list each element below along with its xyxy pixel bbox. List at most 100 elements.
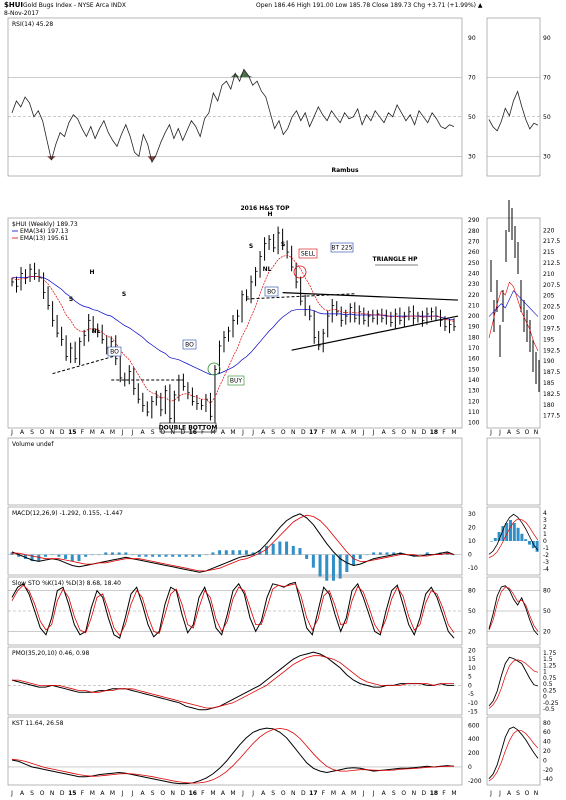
price-ytick: 220	[468, 292, 480, 299]
bo-label-right: BO	[267, 289, 276, 296]
macd-ytick: 10	[468, 538, 476, 545]
price-xtick: A	[341, 429, 346, 436]
kst-panel-inset-frame	[486, 716, 541, 786]
macd-histogram-bar	[177, 554, 181, 557]
price-legend: $HUI (Weekly) 189.73	[12, 221, 78, 228]
bottom-xtick: S	[271, 790, 275, 797]
pmo-inset-signal	[488, 659, 539, 709]
price-ytick: 260	[468, 249, 480, 256]
price-xtick: J	[10, 429, 13, 436]
price-xtick: S	[30, 429, 34, 436]
pmo-ytick: -15	[468, 709, 478, 716]
price-inset-xtick: J	[489, 429, 492, 436]
macd-inset-signal	[488, 518, 539, 559]
macd-signal-line	[12, 514, 455, 572]
ema13-legend: EMA(13) 195.61	[20, 235, 68, 242]
price-inset-ema13	[488, 281, 539, 352]
price-inset-ytick: 187.5	[543, 369, 560, 376]
price-inset-ytick: 212.5	[543, 260, 560, 267]
macd-panel-inset-frame	[486, 506, 541, 576]
price-ytick: 240	[468, 270, 480, 277]
macd-inset-bar	[528, 541, 531, 545]
macd-line	[11, 513, 455, 573]
bottom-xtick: J	[241, 790, 244, 797]
ema13-line	[11, 254, 455, 405]
macd-histogram-bar	[90, 554, 94, 556]
bottom-xtick: 15	[68, 790, 76, 797]
sto-k-line	[11, 581, 455, 639]
bottom-xtick: S	[30, 790, 34, 797]
rsi-overbought-fill	[248, 75, 253, 78]
price-xtick: A	[382, 429, 387, 436]
macd-inset-bar	[512, 523, 516, 541]
macd-histogram-bar	[164, 554, 168, 557]
ema34-legend: EMA(34) 197.13	[20, 228, 68, 235]
macd-histogram-bar	[198, 554, 202, 557]
sto-inset-ytick: 50	[543, 608, 551, 615]
macd-ytick: 20	[468, 524, 476, 531]
macd-histogram-bar	[131, 554, 135, 556]
macd-inset-bar	[493, 538, 497, 541]
price-inset-xtick: S	[516, 429, 520, 436]
rsi-line	[11, 68, 455, 164]
pmo-inset-ytick: 1.5	[543, 656, 553, 663]
price-inset-ytick: 215	[543, 249, 555, 256]
kst-legend: KST 11.64, 26.58	[12, 720, 64, 727]
price-xtick: M	[230, 429, 235, 436]
pmo-inset-line	[488, 656, 539, 707]
price-xtick: F	[322, 429, 326, 436]
kst-inset-ytick: -20	[543, 767, 553, 774]
price-xtick: O	[281, 429, 286, 436]
volume-panel-frame	[7, 437, 463, 506]
sto-inset-ytick: 20	[543, 628, 551, 635]
price-inset-xtick: A	[507, 429, 512, 436]
price-ytick: 230	[468, 281, 480, 288]
bottom-xtick: D	[180, 790, 185, 797]
macd-histogram-bar	[385, 552, 389, 555]
macd-histogram-bar	[37, 554, 41, 562]
price-xtick: N	[50, 429, 55, 436]
bottom-xtick: J	[372, 790, 375, 797]
price-xtick: A	[221, 429, 226, 436]
volume-legend: Volume undef	[12, 441, 54, 448]
rsi-oversold-fill	[47, 156, 52, 161]
price-xtick: 18	[430, 429, 438, 436]
symbol-label: $HUI	[4, 1, 24, 9]
kst-inset-ytick: 60	[543, 729, 551, 736]
price-ytick: 140	[468, 377, 480, 384]
macd-inset-ytick: 3	[543, 517, 547, 524]
kst-inset-line	[488, 726, 539, 779]
bottom-xtick: J	[10, 790, 13, 797]
bottom-xtick: M	[110, 790, 115, 797]
kst-inset-ytick: 40	[543, 739, 551, 746]
bottom-inset-xtick: O	[525, 790, 530, 797]
left-neckline	[52, 353, 121, 375]
price-xtick: D	[301, 429, 306, 436]
macd-panel-frame	[7, 506, 463, 576]
bottom-xtick: A	[141, 790, 146, 797]
pmo-panel-inset-frame	[486, 646, 541, 716]
macd-ytick: 0	[468, 552, 472, 559]
macd-ytick: 30	[468, 511, 476, 518]
macd-histogram-bar	[171, 554, 175, 557]
macd-inset-bar	[520, 533, 524, 541]
pmo-ytick: -5	[468, 691, 474, 698]
kst-signal-line	[11, 727, 455, 784]
buy-circle	[207, 362, 221, 376]
macd-histogram-bar	[318, 554, 322, 577]
price-ytick: 170	[468, 345, 480, 352]
ohlc-readout: Open 186.46 High 191.00 Low 185.78 Close…	[256, 2, 483, 9]
price-xtick: J	[131, 429, 134, 436]
price-inset-ytick: 190	[543, 358, 555, 365]
price-inset-ytick: 205	[543, 293, 555, 300]
bottom-inset-xtick: S	[516, 790, 520, 797]
price-inset-xtick: J	[498, 429, 501, 436]
bottom-xtick: J	[362, 790, 365, 797]
bottom-xtick: S	[392, 790, 396, 797]
price-inset-ytick: 185	[543, 380, 555, 387]
bottom-xtick: M	[230, 790, 235, 797]
rsi-ytick: 70	[468, 74, 476, 81]
macd-legend: MACD(12,26,9) -1.292, 0.155, -1.447	[12, 510, 123, 517]
macd-histogram-bar	[30, 554, 34, 562]
pmo-ytick: 15	[468, 656, 476, 663]
